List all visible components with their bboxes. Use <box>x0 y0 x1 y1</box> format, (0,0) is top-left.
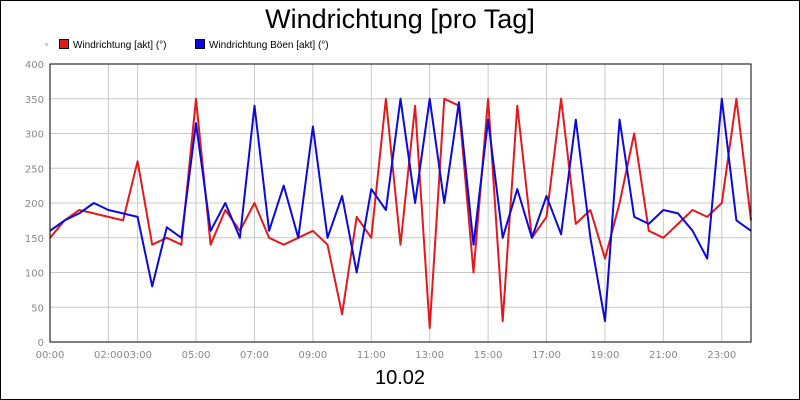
x-tick-label: 09:00 <box>298 350 327 361</box>
legend-swatch-red-icon <box>59 39 69 49</box>
x-tick-label: 11:00 <box>357 350 386 361</box>
y-tick-label: 0 <box>38 338 44 349</box>
x-axis-caption: 10.02 <box>374 367 426 389</box>
series-line-0 <box>49 97 752 330</box>
legend-label-windrichtung-boeen: Windrichtung Böen [akt] (°) <box>209 40 329 51</box>
x-tick-label: 02:00 <box>94 350 123 361</box>
plot-border <box>49 63 752 343</box>
legend-item-windrichtung: Windrichtung [akt] (°) <box>59 39 166 51</box>
legend-swatch-blue-icon <box>195 39 205 49</box>
legend-item-windrichtung-boeen: Windrichtung Böen [akt] (°) <box>195 39 329 51</box>
series-line-1 <box>49 97 752 323</box>
y-tick-label: 400 <box>25 60 44 71</box>
x-tick-label: 05:00 <box>182 350 211 361</box>
x-tick-label: 19:00 <box>591 350 620 361</box>
x-tick-label: 15:00 <box>474 350 503 361</box>
legend-marker-icon <box>45 43 48 46</box>
y-tick-label: 150 <box>25 234 44 245</box>
chart-title: Windrichtung [pro Tag] <box>265 4 535 34</box>
x-tick-label: 17:00 <box>532 350 561 361</box>
x-tick-label: 21:00 <box>649 350 678 361</box>
x-tick-label: 00:00 <box>36 350 65 361</box>
y-tick-label: 300 <box>25 130 44 141</box>
x-tick-label: 13:00 <box>415 350 444 361</box>
y-tick-label: 250 <box>25 164 44 175</box>
y-tick-label: 200 <box>25 199 44 210</box>
x-tick-label: 03:00 <box>123 350 152 361</box>
y-tick-label: 50 <box>31 303 44 314</box>
x-tick-label: 23:00 <box>707 350 736 361</box>
x-tick-label: 07:00 <box>240 350 269 361</box>
y-tick-label: 350 <box>25 95 44 106</box>
legend-label-windrichtung: Windrichtung [akt] (°) <box>73 40 167 51</box>
y-tick-label: 100 <box>25 269 44 280</box>
